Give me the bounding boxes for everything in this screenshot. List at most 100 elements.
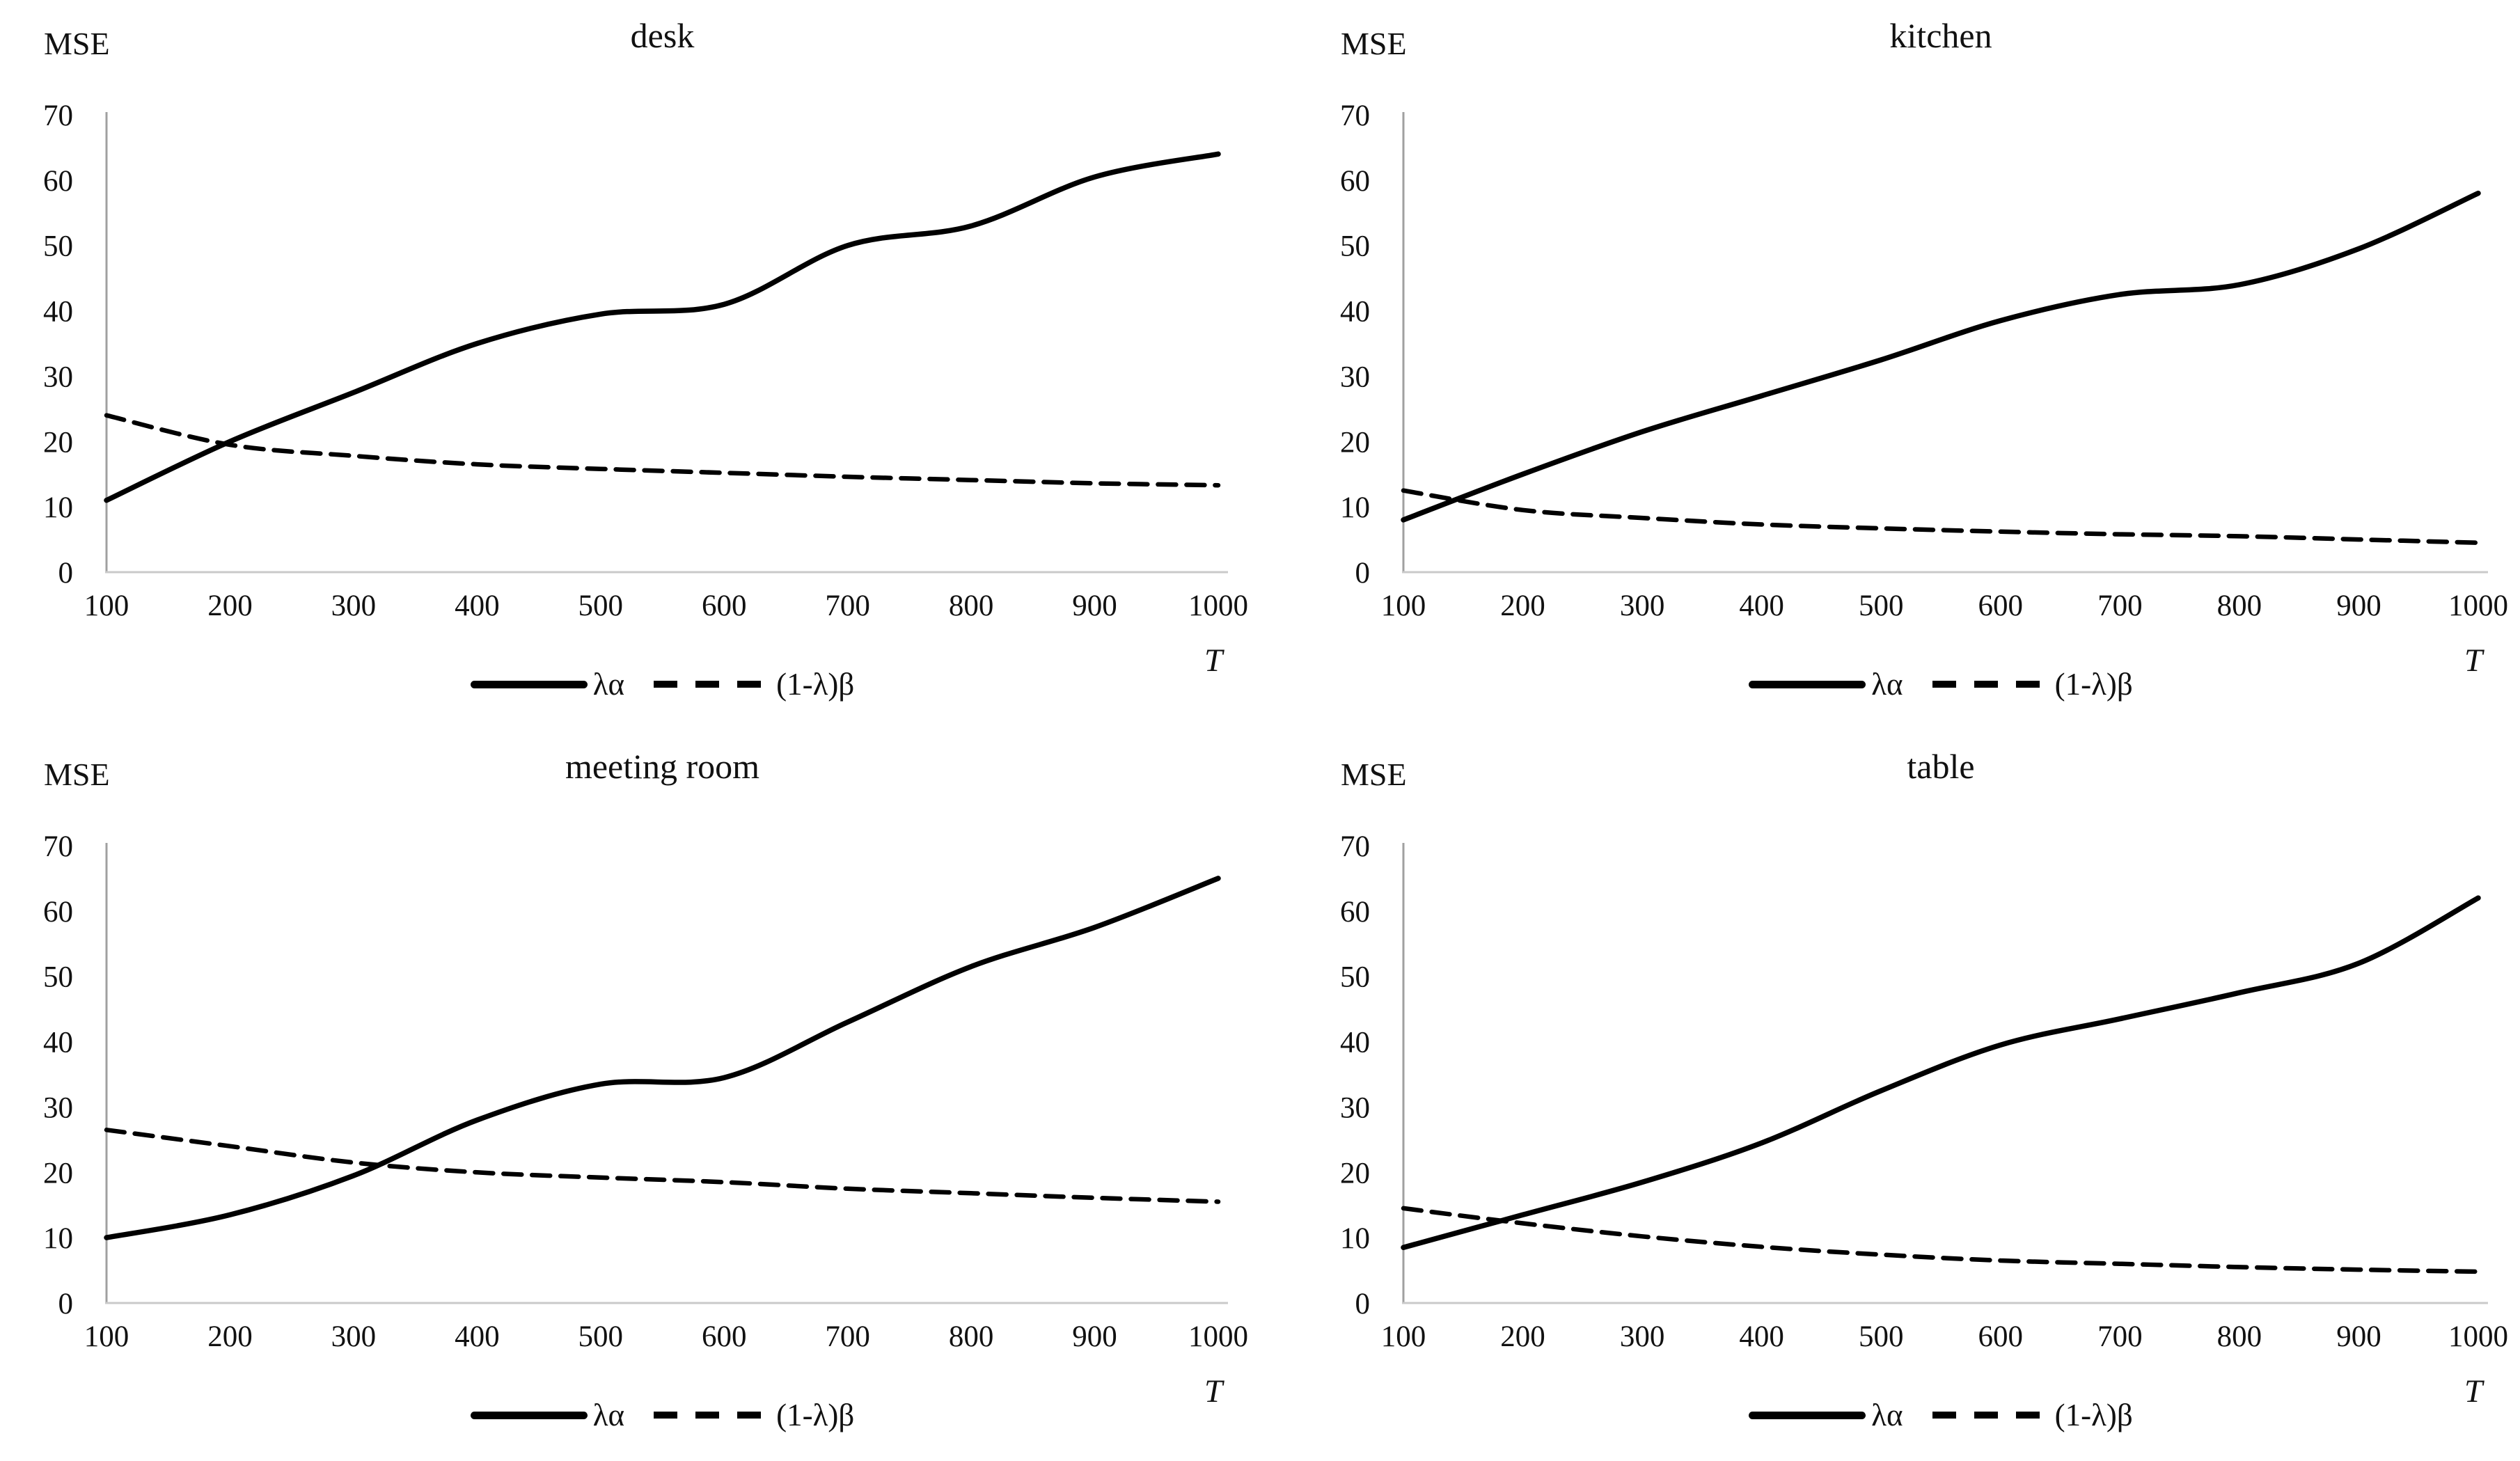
y-tick-label: 70 — [1340, 830, 1370, 863]
legend-label-dashed: (1-λ)β — [2054, 1397, 2133, 1432]
x-tick-label: 100 — [84, 1320, 129, 1353]
legend-label-solid: λα — [1871, 666, 1903, 702]
y-tick-label: 20 — [1340, 426, 1370, 459]
plot-area: 0 10 20 30 40 50 60 70 100 200 300 400 500 600 700 800 9… — [43, 100, 1248, 622]
x-tick-label: 700 — [825, 590, 870, 622]
series-line-solid — [104, 876, 1221, 1240]
chart-title: table — [1907, 747, 1975, 786]
x-tick-label: 700 — [2097, 1320, 2143, 1353]
y-tick-label: 20 — [43, 426, 73, 459]
y-tick-label: 30 — [43, 1091, 73, 1124]
x-tick-label: 400 — [1739, 590, 1784, 622]
x-tick-label: 400 — [1739, 1320, 1784, 1353]
legend: λα (1-λ)β — [1403, 1391, 2478, 1439]
x-tick-label: 200 — [1500, 590, 1545, 622]
legend-label-dashed: (1-λ)β — [776, 666, 855, 702]
x-tick-label: 600 — [1978, 1320, 2024, 1353]
chart-title: kitchen — [1889, 16, 1992, 55]
legend-dashed-line-swatch — [654, 681, 773, 688]
plot-area: 0 10 20 30 40 50 60 70 100 200 300 400 500 600 700 800 9… — [1340, 830, 2508, 1353]
y-tick-label: 0 — [58, 557, 74, 590]
y-tick-label: 50 — [43, 230, 73, 263]
y-tick-label: 70 — [43, 830, 73, 863]
legend-label-dashed: (1-λ)β — [776, 1397, 855, 1432]
y-tick-label: 60 — [1340, 896, 1370, 929]
y-tick-label: 10 — [43, 1222, 73, 1255]
legend-label-solid: λα — [592, 666, 625, 702]
chart-panel-kitchen: MSE kitchen 0 10 20 30 40 50 60 70 100 200 300 400 5… — [1260, 0, 2520, 730]
x-tick-label: 900 — [2336, 1320, 2381, 1353]
x-tick-label: 800 — [949, 1320, 994, 1353]
legend-solid-line-swatch — [1749, 680, 1866, 688]
x-tick-label: 1000 — [1188, 590, 1248, 622]
y-tick-label: 50 — [1340, 230, 1370, 263]
y-axis-title: MSE — [44, 26, 110, 61]
y-tick-label: 50 — [1340, 961, 1370, 994]
chart-title: desk — [630, 16, 695, 55]
x-tick-label: 100 — [1381, 590, 1426, 622]
x-tick-label: 600 — [1978, 590, 2024, 622]
x-tick-label: 200 — [207, 1320, 253, 1353]
chart-panel-desk: MSE desk 0 10 20 30 40 50 60 70 100 200 300 400 500 6… — [0, 0, 1260, 730]
x-tick-label: 100 — [1381, 1320, 1426, 1353]
x-tick-label: 600 — [702, 1320, 747, 1353]
y-tick-label: 70 — [1340, 100, 1370, 132]
x-tick-label: 700 — [825, 1320, 870, 1353]
x-tick-label: 500 — [578, 1320, 624, 1353]
x-tick-label: 900 — [1072, 590, 1117, 622]
legend: λα (1-λ)β — [107, 1391, 1218, 1439]
y-tick-label: 40 — [1340, 1027, 1370, 1059]
series-line-dashed — [104, 413, 1221, 488]
y-tick-label: 20 — [1340, 1157, 1370, 1190]
x-tick-label: 100 — [84, 590, 129, 622]
x-axis-title: T — [1204, 1373, 1223, 1409]
x-tick-label: 300 — [1620, 1320, 1665, 1353]
legend-solid-line-swatch — [470, 680, 588, 688]
x-tick-label: 300 — [1620, 590, 1665, 622]
x-tick-label: 300 — [331, 590, 377, 622]
y-tick-label: 10 — [1340, 1222, 1370, 1255]
y-tick-label: 40 — [1340, 296, 1370, 329]
series-line-solid — [1401, 895, 2481, 1250]
x-tick-label: 800 — [2217, 590, 2262, 622]
x-tick-label: 500 — [1859, 590, 1904, 622]
y-tick-label: 30 — [43, 361, 73, 393]
series-line-dashed — [1401, 488, 2481, 546]
y-tick-label: 40 — [43, 296, 73, 329]
y-tick-label: 40 — [43, 1027, 73, 1059]
legend-dashed-line-swatch — [1932, 681, 2051, 688]
x-tick-label: 300 — [331, 1320, 377, 1353]
y-tick-label: 60 — [43, 896, 73, 929]
legend-dashed-line-swatch — [1932, 1412, 2051, 1419]
y-tick-label: 60 — [1340, 165, 1370, 198]
legend-solid-line-swatch — [470, 1411, 588, 1419]
x-axis-title: T — [2464, 642, 2483, 679]
x-tick-label: 900 — [1072, 1320, 1117, 1353]
legend-solid-line-swatch — [1749, 1411, 1866, 1419]
legend-label-solid: λα — [592, 1397, 625, 1432]
x-tick-label: 1000 — [1188, 1320, 1248, 1353]
y-axis-title: MSE — [1341, 26, 1407, 61]
y-tick-label: 30 — [1340, 1091, 1370, 1124]
y-tick-label: 50 — [43, 961, 73, 994]
y-tick-label: 10 — [43, 491, 73, 524]
x-tick-label: 900 — [2336, 590, 2381, 622]
y-tick-label: 70 — [43, 100, 73, 132]
y-axis-title: MSE — [1341, 757, 1407, 792]
x-tick-label: 1000 — [2448, 590, 2508, 622]
y-tick-label: 60 — [43, 165, 73, 198]
y-axis-title: MSE — [44, 757, 110, 792]
x-tick-label: 800 — [949, 590, 994, 622]
chart-panel-table: MSE table 0 10 20 30 40 50 60 70 100 200 300 400 500… — [1260, 731, 2520, 1461]
y-tick-label: 30 — [1340, 361, 1370, 393]
y-tick-label: 0 — [1355, 1288, 1371, 1320]
legend-label-solid: λα — [1871, 1397, 1903, 1432]
series-line-solid — [1401, 190, 2481, 523]
y-tick-label: 20 — [43, 1157, 73, 1190]
x-tick-label: 500 — [1859, 1320, 1904, 1353]
x-tick-label: 800 — [2217, 1320, 2262, 1353]
chart-panel-meeting-room: MSE meeting room 0 10 20 30 40 50 60 70 100 200 30… — [0, 731, 1260, 1461]
x-tick-label: 400 — [455, 1320, 500, 1353]
x-tick-label: 1000 — [2448, 1320, 2508, 1353]
